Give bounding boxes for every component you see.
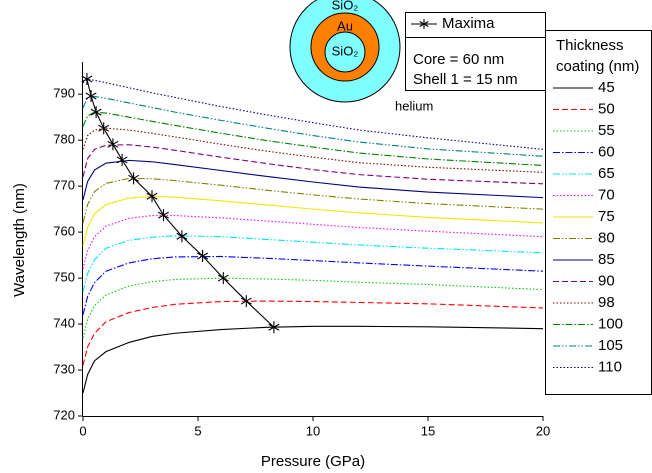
maxima-marker xyxy=(107,138,119,151)
maxima-marker xyxy=(90,106,102,119)
legend-label: 55 xyxy=(598,122,615,139)
legend-label: 98 xyxy=(598,294,615,311)
series-line xyxy=(82,215,544,270)
x-tick-label: 5 xyxy=(194,423,201,438)
legend-label: 85 xyxy=(598,251,615,268)
inset-diagram: SiO₂ Au SiO₂ helium xyxy=(289,0,433,113)
maxima-marker xyxy=(146,190,158,203)
maxima-marker xyxy=(158,209,169,222)
legend-label: 70 xyxy=(598,186,615,203)
legend-label: Maxima xyxy=(442,15,495,32)
legend-title: Thickness xyxy=(556,37,624,54)
y-tick-label: 730 xyxy=(53,361,75,376)
legend-label: 45 xyxy=(598,79,615,96)
inset-middle-label: Au xyxy=(337,18,353,33)
inset-outer-label: SiO₂ xyxy=(332,0,359,12)
maxima-marker xyxy=(98,122,110,135)
maxima-marker xyxy=(85,90,97,103)
y-tick-label: 740 xyxy=(53,315,75,330)
series-line xyxy=(82,235,544,293)
series-line xyxy=(82,195,544,247)
series-line xyxy=(82,95,544,157)
maxima-marker xyxy=(197,250,209,263)
inset-medium-label: helium xyxy=(395,98,433,113)
maxima-marker xyxy=(116,153,128,166)
legend-label: 75 xyxy=(598,208,615,225)
legend-box xyxy=(545,30,652,395)
legend-label: 60 xyxy=(598,143,615,160)
y-tick-label: 750 xyxy=(53,270,75,285)
series-line xyxy=(82,177,544,224)
series-line xyxy=(82,144,544,185)
y-tick-label: 760 xyxy=(53,224,75,239)
x-tick-label: 0 xyxy=(79,423,86,438)
inset-core-label: SiO₂ xyxy=(332,43,359,58)
series-line xyxy=(82,277,544,338)
x-axis-title: Pressure (GPa) xyxy=(261,453,365,470)
legend-title: coating (nm) xyxy=(556,58,639,75)
y-axis-title: Wavelength (nm) xyxy=(11,183,28,297)
y-tick-label: 770 xyxy=(53,178,75,193)
legend-label: 80 xyxy=(598,229,615,246)
x-tick-label: 20 xyxy=(536,423,550,438)
maxima-marker xyxy=(217,272,229,285)
series-line xyxy=(82,300,544,366)
maxima-marker xyxy=(81,73,93,86)
maxima-box: Core = 60 nm Shell 1 = 15 nm xyxy=(405,12,546,91)
series-line xyxy=(82,127,544,173)
legend-label: 90 xyxy=(598,272,615,289)
legend-label: 110 xyxy=(598,358,622,375)
y-tick-label: 780 xyxy=(53,132,75,147)
core xyxy=(324,31,366,73)
annotation: Shell 1 = 15 nm xyxy=(413,71,518,88)
series-line xyxy=(82,255,544,315)
x-tick-label: 15 xyxy=(421,423,435,438)
legend-label: 65 xyxy=(598,165,615,182)
y-tick-label: 790 xyxy=(53,86,75,101)
x-tick-label: 10 xyxy=(306,423,320,438)
series-line xyxy=(82,111,544,166)
legend-label: 100 xyxy=(598,315,623,332)
legend-label: 50 xyxy=(598,100,615,117)
legend-label: 105 xyxy=(598,337,623,354)
maxima-marker xyxy=(240,295,252,308)
annotation: Core = 60 nm xyxy=(413,51,504,68)
series-line xyxy=(82,78,544,150)
maxima-marker xyxy=(268,321,280,334)
series-line xyxy=(82,325,544,394)
y-tick-label: 720 xyxy=(53,407,75,422)
legend-box xyxy=(405,12,546,91)
maxima-marker xyxy=(176,230,188,243)
series-line xyxy=(86,78,275,328)
legend-marker xyxy=(419,19,429,29)
series-line xyxy=(82,159,544,201)
maxima-marker xyxy=(128,172,140,185)
